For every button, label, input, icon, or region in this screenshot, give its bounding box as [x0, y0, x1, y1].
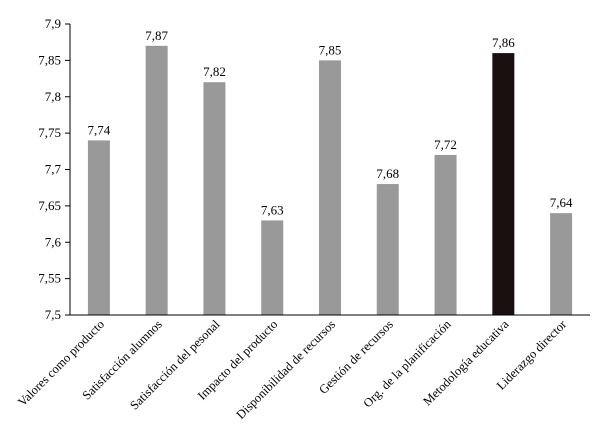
y-tick-label: 7,9 [45, 16, 61, 31]
bar [261, 220, 284, 315]
y-tick-label: 7,85 [38, 52, 61, 67]
bars [87, 45, 573, 315]
bar-value-label: 7,63 [261, 202, 284, 217]
y-tick-label: 7,55 [38, 271, 61, 286]
y-tick-label: 7,6 [45, 234, 62, 249]
y-tick-label: 7,7 [45, 162, 62, 177]
y-tick-label: 7,5 [45, 307, 61, 322]
bar [87, 140, 110, 315]
bar [145, 45, 168, 315]
bar [550, 213, 573, 315]
bar-value-label: 7,74 [88, 122, 111, 137]
y-tick-label: 7,65 [38, 198, 61, 213]
bar-value-label: 7,64 [550, 195, 573, 210]
bar-value-label: 7,82 [203, 64, 226, 79]
bar-value-label: 7,87 [145, 28, 168, 43]
bar [376, 184, 399, 315]
y-tick-label: 7,8 [45, 89, 61, 104]
y-axis-ticks: 7,5 7,55 7,6 7,65 7,7 7,75 7,8 7,85 7,9 [38, 16, 70, 322]
bar-value-label: 7,85 [319, 42, 342, 57]
bar [492, 53, 515, 315]
bar [203, 82, 226, 315]
bar-value-label: 7,68 [376, 166, 399, 181]
y-tick-label: 7,75 [38, 125, 61, 140]
data-labels: 7,74 7,87 7,82 7,63 7,85 7,68 7,72 7,86 7,64 [88, 28, 573, 218]
category-label: Disponibilidad de recursos [233, 317, 338, 422]
bar [434, 154, 457, 315]
bar-value-label: 7,72 [434, 137, 457, 152]
bar [319, 60, 341, 315]
bar-value-label: 7,86 [492, 35, 515, 50]
